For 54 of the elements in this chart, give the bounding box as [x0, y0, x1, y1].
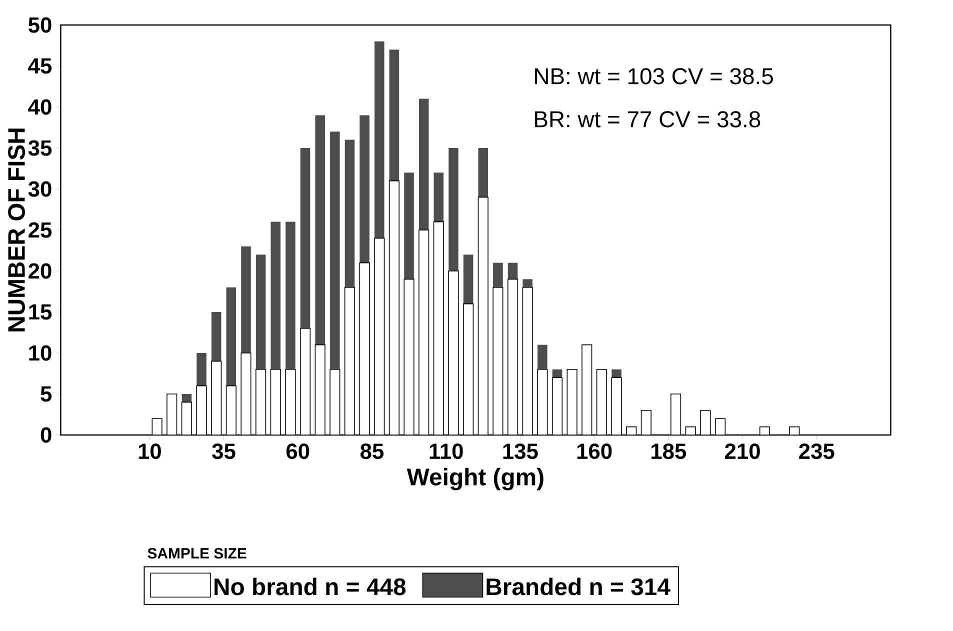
bar	[315, 115, 325, 345]
bar	[463, 254, 474, 304]
y-tick-label: 0	[40, 427, 52, 443]
x-tick-label: 85	[360, 444, 384, 460]
y-tick-label: 20	[28, 263, 52, 279]
bar	[286, 222, 296, 370]
bar	[344, 140, 355, 288]
y-tick-label: 35	[28, 140, 52, 156]
y-axis-title: NUMBER OF FISH	[8, 128, 25, 332]
y-tick-label: 50	[28, 17, 52, 33]
bar	[404, 172, 414, 280]
legend-title: SAMPLE SIZE	[148, 548, 246, 559]
y-tick-label: 5	[40, 386, 52, 402]
y-tick-label: 10	[29, 345, 52, 361]
bar	[448, 148, 458, 271]
x-tick-label: 160	[577, 444, 612, 460]
bar	[270, 222, 281, 370]
annotation: BR: wt = 77 CV = 33.8	[535, 111, 760, 128]
bar	[493, 262, 503, 288]
bar	[256, 254, 266, 370]
x-axis-title: Weight (gm)	[406, 468, 544, 490]
annotation: NB: wt = 103 CV = 38.5	[535, 68, 773, 84]
bar	[612, 369, 622, 378]
bar	[182, 394, 192, 402]
x-tick-label: 185	[651, 444, 686, 460]
y-tick-label: 40	[28, 99, 52, 115]
y-tick-label: 30	[28, 181, 52, 197]
legend-label: Branded n = 314	[486, 578, 670, 596]
bar	[434, 172, 444, 222]
bar	[508, 262, 518, 280]
x-tick-label: 10	[138, 444, 161, 460]
bar	[226, 287, 236, 386]
bar	[389, 50, 400, 181]
x-tick-label: 235	[799, 444, 834, 460]
bar	[330, 132, 340, 370]
bar	[374, 41, 384, 238]
y-tick-label: 25	[28, 222, 52, 238]
bar	[211, 312, 222, 362]
bar	[196, 353, 206, 386]
bar	[522, 279, 532, 288]
legend-label: No brand n = 448	[214, 578, 406, 596]
bar	[538, 344, 548, 370]
bar	[360, 115, 370, 263]
x-tick-label: 110	[430, 444, 463, 460]
y-tick-label: 15	[29, 304, 52, 320]
x-tick-label: 60	[286, 444, 310, 460]
bar	[418, 98, 429, 230]
bar	[241, 246, 251, 353]
bar	[478, 148, 488, 198]
x-tick-label: 35	[212, 444, 236, 460]
y-tick-label: 45	[28, 58, 52, 74]
bar	[300, 148, 310, 328]
x-tick-label: 210	[724, 444, 760, 460]
x-tick-label: 135	[503, 444, 538, 460]
